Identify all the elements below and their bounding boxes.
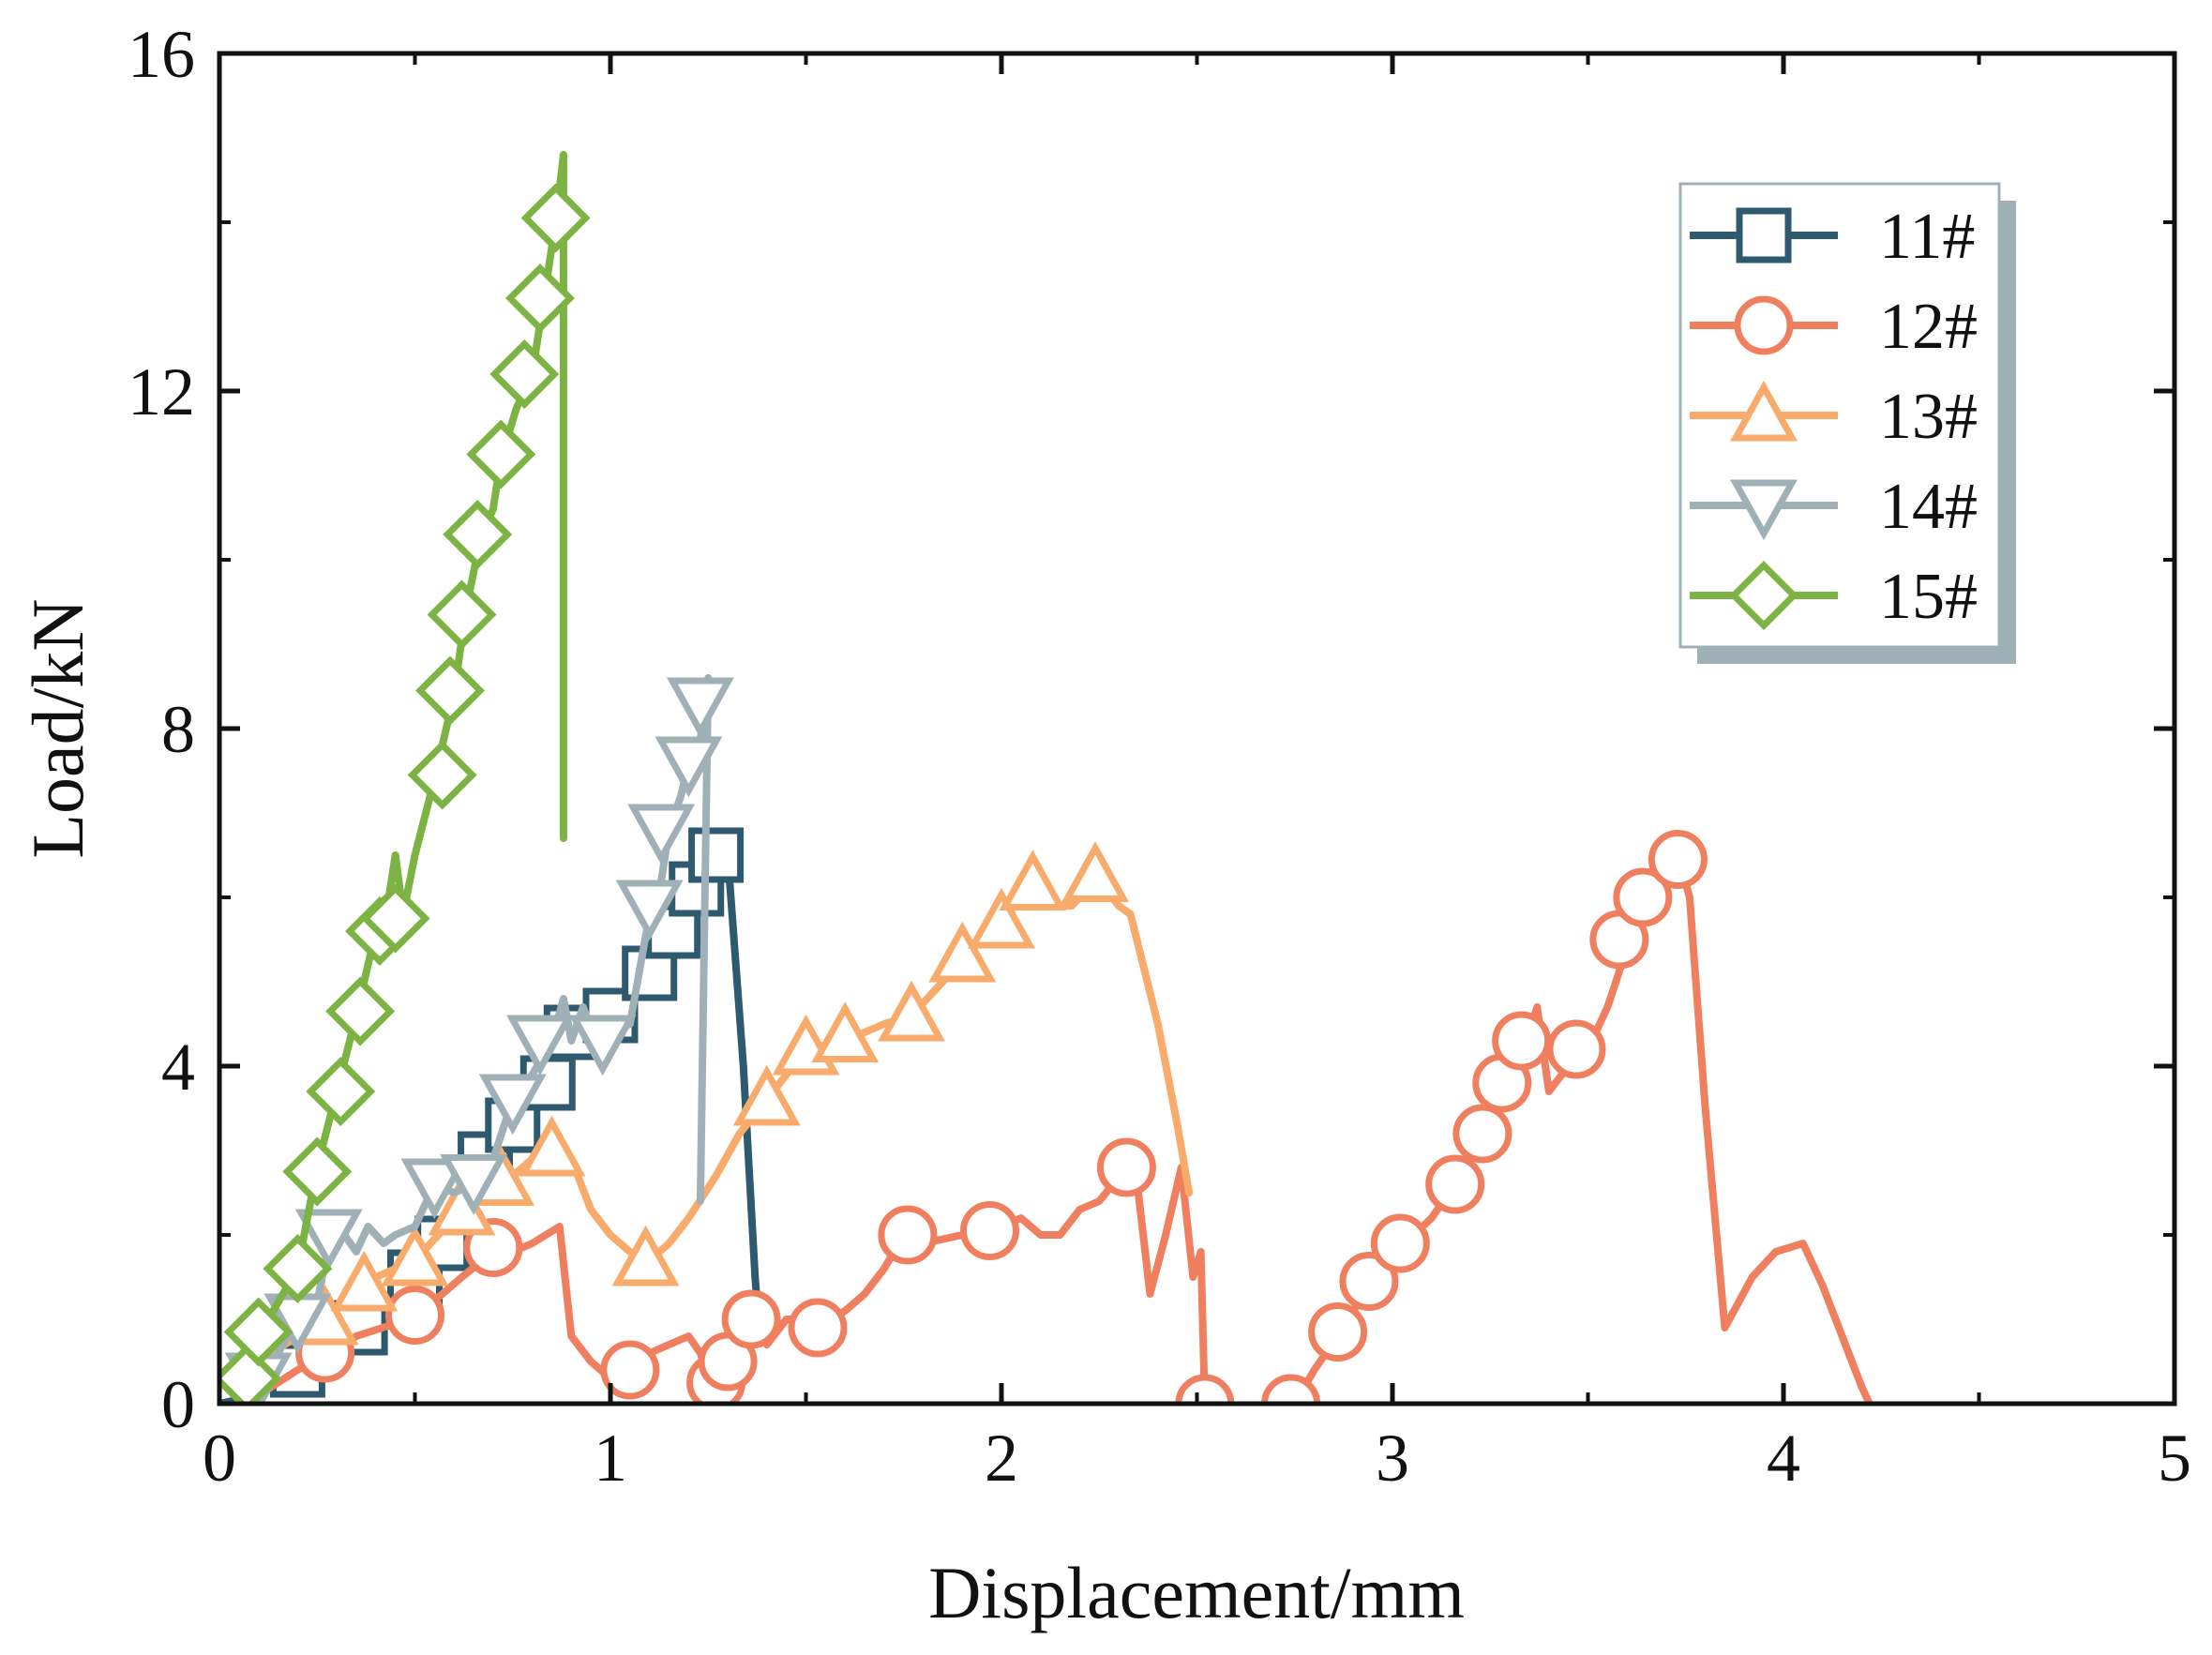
data-point-14-2	[294, 1209, 363, 1271]
data-point-15-1	[223, 1297, 293, 1367]
data-point-15-8	[407, 740, 477, 810]
data-point-14-4	[440, 1154, 507, 1215]
data-point-13-11	[928, 921, 997, 983]
y-tick-label: 4	[161, 1030, 195, 1105]
series-12	[254, 830, 1873, 1404]
data-point-15-13	[489, 339, 560, 409]
legend-item-11: 11#	[1690, 201, 1975, 273]
data-point-13-9	[811, 1001, 880, 1062]
data-point-15-15	[520, 183, 591, 253]
x-tick-label: 2	[985, 1421, 1018, 1496]
x-tick-label: 0	[203, 1421, 236, 1496]
data-point-13-7	[732, 1064, 801, 1126]
data-point-12-12	[1261, 1374, 1321, 1404]
data-point-12-22	[1613, 867, 1673, 927]
legend-label: 11#	[1879, 201, 1975, 273]
data-point-14-11	[666, 677, 734, 739]
legend-marker-square	[1736, 207, 1792, 263]
data-point-15-4	[306, 1057, 376, 1126]
data-point-13-13	[999, 850, 1067, 910]
y-tick-label: 8	[161, 692, 195, 767]
data-point-15-12	[466, 419, 536, 489]
data-point-12-14	[1339, 1252, 1399, 1311]
data-point-13-1	[330, 1250, 399, 1312]
data-point-12-3	[600, 1340, 660, 1400]
y-tick-label: 16	[128, 17, 195, 92]
data-point-13-12	[968, 887, 1035, 949]
x-axis-title: Displacement/mm	[928, 1552, 1465, 1633]
data-point-12-8	[878, 1205, 938, 1265]
data-point-13-2	[381, 1225, 449, 1286]
data-point-14-7	[568, 1015, 637, 1076]
legend-marker-diamond	[1729, 561, 1798, 630]
y-tick-label: 0	[161, 1367, 195, 1442]
legend-label: 15#	[1879, 561, 1978, 633]
data-point-13-6	[611, 1225, 680, 1286]
legend-item-12: 12#	[1690, 291, 1978, 363]
legend-item-15: 15#	[1690, 561, 1978, 633]
data-point-12-23	[1648, 830, 1708, 889]
y-axis-title: Load/kN	[17, 598, 98, 858]
data-point-14-9	[627, 804, 696, 865]
data-point-14-8	[615, 880, 684, 941]
data-point-15-10	[427, 579, 497, 650]
data-point-12-15	[1370, 1213, 1430, 1273]
data-point-12-7	[788, 1298, 848, 1358]
data-point-12-20	[1546, 1019, 1606, 1079]
data-point-14-3	[400, 1158, 469, 1220]
legend-marker-circle	[1734, 295, 1794, 355]
x-tick-label: 5	[2158, 1421, 2191, 1496]
data-point-14-6	[505, 1015, 574, 1076]
data-point-12-9	[959, 1201, 1019, 1260]
legend-item-13: 13#	[1690, 380, 1978, 453]
legend-marker-triangle-up	[1730, 380, 1798, 442]
data-point-13-10	[878, 980, 946, 1042]
data-point-15-3	[282, 1136, 353, 1207]
data-point-12-17	[1452, 1104, 1512, 1164]
data-point-15-9	[415, 655, 485, 726]
data-point-13-5	[518, 1115, 586, 1177]
data-point-12-1	[385, 1286, 444, 1345]
y-tick-label: 12	[128, 354, 195, 429]
data-point-15-7	[360, 883, 430, 954]
x-tick-label: 3	[1376, 1421, 1409, 1496]
data-point-12-16	[1425, 1154, 1485, 1214]
data-point-12-19	[1492, 1011, 1552, 1071]
data-point-14-5	[478, 1074, 547, 1136]
legend-item-14: 14#	[1690, 471, 1978, 543]
data-point-12-11	[1175, 1374, 1235, 1404]
data-point-12-13	[1308, 1302, 1368, 1362]
data-point-15-11	[443, 500, 513, 569]
data-point-12-6	[721, 1289, 781, 1349]
data-point-14-10	[655, 736, 723, 798]
legend-marker-triangle-down	[1730, 479, 1798, 541]
series-layer	[219, 151, 1873, 1404]
series-15	[219, 151, 591, 1404]
legend-label: 12#	[1879, 291, 1978, 363]
data-point-15-5	[325, 976, 396, 1046]
x-tick-label: 1	[594, 1421, 627, 1496]
data-point-11-12	[688, 827, 745, 883]
legend-label: 13#	[1879, 381, 1978, 453]
x-tick-label: 4	[1767, 1421, 1800, 1496]
data-point-15-2	[263, 1234, 333, 1303]
data-point-13-14	[1061, 841, 1130, 902]
legend: 11# 12# 13# 14# 15#	[1678, 182, 2016, 664]
data-point-15-14	[504, 263, 575, 333]
data-point-15-0	[219, 1344, 282, 1404]
data-point-12-10	[1096, 1137, 1156, 1197]
legend-label: 14#	[1879, 471, 1978, 543]
